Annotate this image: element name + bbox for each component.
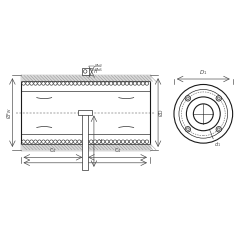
Text: ØF$_W$: ØF$_W$ <box>4 106 14 119</box>
Circle shape <box>74 140 77 143</box>
Circle shape <box>94 82 97 85</box>
Circle shape <box>141 82 145 85</box>
Circle shape <box>109 82 113 85</box>
Circle shape <box>94 140 97 143</box>
Text: D$_1$: D$_1$ <box>199 68 207 76</box>
Circle shape <box>86 82 89 85</box>
Circle shape <box>46 82 49 85</box>
Text: H: H <box>98 139 102 144</box>
Circle shape <box>98 82 101 85</box>
Circle shape <box>121 140 125 143</box>
Circle shape <box>174 84 233 143</box>
Circle shape <box>185 96 190 101</box>
Circle shape <box>90 140 93 143</box>
Text: Ød$_1$: Ød$_1$ <box>94 66 104 74</box>
Circle shape <box>54 140 57 143</box>
Circle shape <box>121 82 125 85</box>
Circle shape <box>105 82 109 85</box>
Circle shape <box>186 97 220 131</box>
Circle shape <box>26 82 29 85</box>
Circle shape <box>66 140 69 143</box>
Bar <box>78 110 92 115</box>
Circle shape <box>133 82 137 85</box>
Text: C$_4$: C$_4$ <box>49 146 56 155</box>
Text: C$_4$: C$_4$ <box>114 146 121 155</box>
Circle shape <box>38 82 41 85</box>
Text: d$_1$: d$_1$ <box>214 140 221 149</box>
Circle shape <box>129 82 133 85</box>
Circle shape <box>109 140 113 143</box>
Circle shape <box>216 96 222 101</box>
Bar <box>82 68 89 75</box>
Circle shape <box>193 104 213 124</box>
Circle shape <box>22 82 25 85</box>
Circle shape <box>74 82 77 85</box>
Circle shape <box>46 140 49 143</box>
Circle shape <box>105 140 109 143</box>
Circle shape <box>185 126 190 132</box>
Circle shape <box>216 126 222 132</box>
Circle shape <box>102 82 105 85</box>
Circle shape <box>137 82 141 85</box>
Text: C: C <box>83 165 87 170</box>
Circle shape <box>113 82 117 85</box>
Circle shape <box>145 82 148 85</box>
Circle shape <box>117 140 121 143</box>
Text: h: h <box>94 69 97 74</box>
Circle shape <box>30 140 33 143</box>
Circle shape <box>62 140 65 143</box>
Circle shape <box>22 140 25 143</box>
Circle shape <box>34 140 37 143</box>
Circle shape <box>50 140 53 143</box>
Circle shape <box>125 82 129 85</box>
Circle shape <box>70 140 73 143</box>
Circle shape <box>50 82 53 85</box>
Circle shape <box>54 82 57 85</box>
Bar <box>82 112 88 170</box>
Circle shape <box>38 140 41 143</box>
Circle shape <box>90 82 93 85</box>
Circle shape <box>125 140 129 143</box>
Circle shape <box>113 140 117 143</box>
Circle shape <box>82 82 85 85</box>
Circle shape <box>137 140 141 143</box>
Text: ØD: ØD <box>159 109 164 116</box>
Circle shape <box>82 140 85 143</box>
Circle shape <box>58 140 61 143</box>
Circle shape <box>62 82 65 85</box>
Circle shape <box>102 140 105 143</box>
Circle shape <box>26 140 29 143</box>
Circle shape <box>117 82 121 85</box>
Circle shape <box>98 140 101 143</box>
Circle shape <box>129 140 133 143</box>
Text: Ød$_2$: Ød$_2$ <box>94 62 104 70</box>
Circle shape <box>133 140 137 143</box>
Circle shape <box>78 82 81 85</box>
Circle shape <box>42 82 45 85</box>
Circle shape <box>86 140 89 143</box>
Circle shape <box>42 140 45 143</box>
Circle shape <box>66 82 69 85</box>
Circle shape <box>145 140 148 143</box>
Circle shape <box>70 82 73 85</box>
Circle shape <box>141 140 145 143</box>
Circle shape <box>34 82 37 85</box>
Circle shape <box>78 140 81 143</box>
Circle shape <box>58 82 61 85</box>
Circle shape <box>30 82 33 85</box>
Circle shape <box>84 70 87 73</box>
